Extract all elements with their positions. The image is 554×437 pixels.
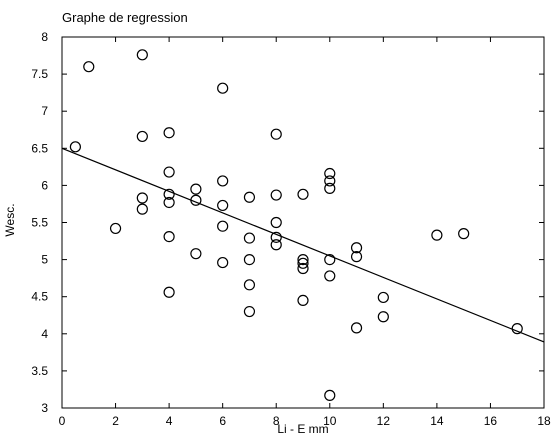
plot-frame-layer <box>61 36 545 409</box>
data-point <box>350 242 363 254</box>
data-point <box>163 286 175 298</box>
data-point <box>324 175 336 187</box>
data-point <box>270 216 282 229</box>
x-tick-label: 12 <box>377 414 391 428</box>
y-tick-label: 7 <box>41 104 48 118</box>
data-point <box>324 270 336 282</box>
chart-title: Graphe de regression <box>62 10 188 25</box>
data-point <box>217 256 229 269</box>
y-axis-label: Wesc. <box>3 203 17 236</box>
x-tick-label: 18 <box>537 414 551 428</box>
data-point <box>163 230 175 243</box>
x-tick-label: 8 <box>273 414 280 428</box>
data-point <box>243 232 256 244</box>
data-point <box>458 228 470 240</box>
data-point <box>217 199 229 212</box>
data-point <box>324 167 336 180</box>
data-point <box>350 322 363 334</box>
data-point <box>350 251 363 263</box>
data-point <box>69 141 81 153</box>
data-point <box>83 61 95 73</box>
data-point <box>163 166 175 178</box>
data-point <box>109 222 122 235</box>
data-point <box>270 239 282 251</box>
data-point <box>136 203 148 215</box>
data-point <box>190 183 202 195</box>
data-point <box>431 229 443 241</box>
data-point <box>270 189 282 201</box>
x-tick-label: 6 <box>219 414 226 428</box>
x-tick-label: 10 <box>323 414 337 428</box>
data-point <box>136 49 148 61</box>
data-point <box>243 279 256 291</box>
data-point <box>163 196 175 209</box>
plot-frame <box>61 36 545 409</box>
data-point <box>297 188 309 200</box>
data-point <box>324 182 336 194</box>
tick-layer: 0 2 4 6 8 10 12 14 16 18 3 3.5 4 4.5 5 5.5 6 6.5 7 7.5 8 <box>31 30 551 428</box>
data-point <box>163 127 175 139</box>
data-point <box>190 194 202 206</box>
data-point-layer <box>69 49 523 401</box>
x-tick-label: 2 <box>112 414 119 428</box>
y-tick-label: 7.5 <box>31 67 48 81</box>
x-tick-label: 0 <box>59 414 66 428</box>
x-tick-label: 4 <box>166 414 173 428</box>
y-tick-label: 6 <box>41 178 48 192</box>
y-tick-label: 5.5 <box>31 216 48 230</box>
y-tick-label: 3 <box>41 401 48 415</box>
y-tick-label: 8 <box>41 30 48 44</box>
regression-line <box>61 147 545 343</box>
data-point <box>243 254 256 266</box>
data-point <box>297 294 309 307</box>
data-point <box>136 130 148 143</box>
data-point <box>270 128 282 140</box>
data-point <box>270 231 282 243</box>
x-tick-label: 16 <box>484 414 498 428</box>
y-tick-label: 4.5 <box>31 290 48 304</box>
data-point <box>324 389 336 401</box>
y-tick-label: 4 <box>41 327 48 341</box>
data-point <box>297 262 309 275</box>
data-point <box>297 254 309 266</box>
data-point <box>163 188 175 200</box>
data-point <box>377 291 389 304</box>
data-point <box>217 82 229 94</box>
data-point <box>217 220 229 232</box>
data-point <box>297 257 309 269</box>
x-axis-label: Li - E mm <box>277 422 328 436</box>
data-point <box>377 311 389 323</box>
data-point <box>324 254 336 266</box>
y-tick-label: 3.5 <box>31 364 48 378</box>
data-point <box>511 323 523 335</box>
y-tick-label: 5 <box>41 253 48 267</box>
x-tick-label: 14 <box>430 414 444 428</box>
data-point <box>243 305 256 318</box>
data-point <box>243 191 256 203</box>
data-point <box>136 192 148 204</box>
regression-line-layer <box>61 147 545 343</box>
data-point <box>217 175 229 187</box>
y-tick-label: 6.5 <box>31 141 48 155</box>
data-point <box>190 248 202 260</box>
